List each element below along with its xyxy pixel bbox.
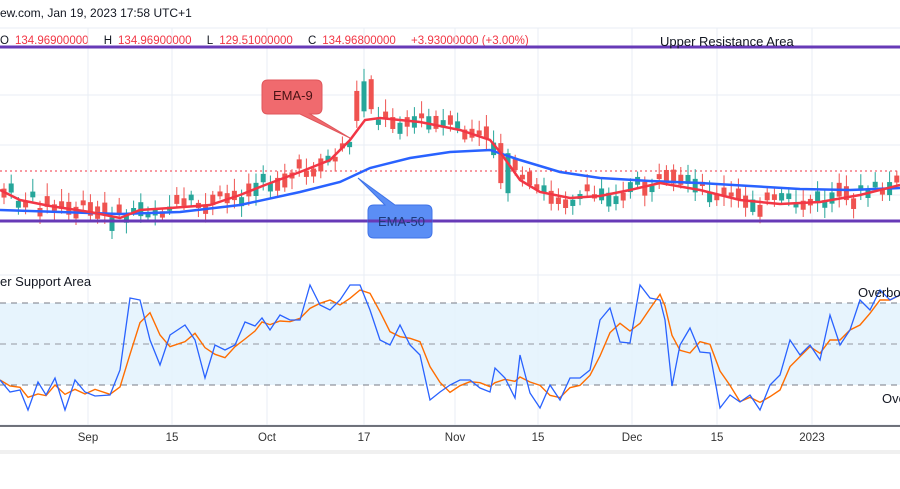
chart-source-header: ew.com, Jan 19, 2023 17:58 UTC+1: [0, 6, 192, 20]
time-axis-label: Oct: [258, 432, 276, 444]
ema9-callout: [261, 79, 351, 139]
bottom-toolbar-divider: [0, 450, 900, 454]
upper-resistance-label: Upper Resistance Area: [660, 34, 794, 49]
time-axis-label: 15: [531, 432, 545, 444]
time-axis-label: 15: [710, 432, 724, 444]
close-value: C 134.96800000: [307, 35, 396, 47]
ema50-line: [0, 148, 900, 216]
oversold-label: Ove: [882, 391, 900, 406]
grid-lines: [0, 27, 900, 426]
time-axis-label: 15: [165, 432, 179, 444]
stoch-k-line: [0, 283, 900, 413]
ohlc-legend: O 134.96900000 H 134.96900000 L 129.5100000…: [0, 35, 535, 47]
change-value: +3.93000000 (+3.00%): [411, 35, 529, 47]
low-value: L 129.51000000: [206, 35, 293, 47]
stoch-d-line: [0, 289, 900, 404]
time-axis-label: Nov: [444, 432, 466, 444]
time-axis-label: Dec: [621, 432, 643, 444]
overbought-label: Overbo: [858, 285, 900, 300]
ema9-line: [0, 116, 900, 220]
high-value: H 134.96900000: [103, 35, 192, 47]
time-axis-label: 2023: [799, 432, 825, 444]
lower-support-label: er Support Area: [0, 274, 92, 289]
open-value: O 134.96900000: [0, 35, 89, 47]
time-axis-label: 17: [357, 432, 371, 444]
time-axis-label: Sep: [77, 432, 99, 444]
ema9-label: EMA-9: [273, 88, 313, 103]
ema50-label: EMA-50: [378, 214, 425, 229]
ema50-callout: [357, 177, 433, 239]
